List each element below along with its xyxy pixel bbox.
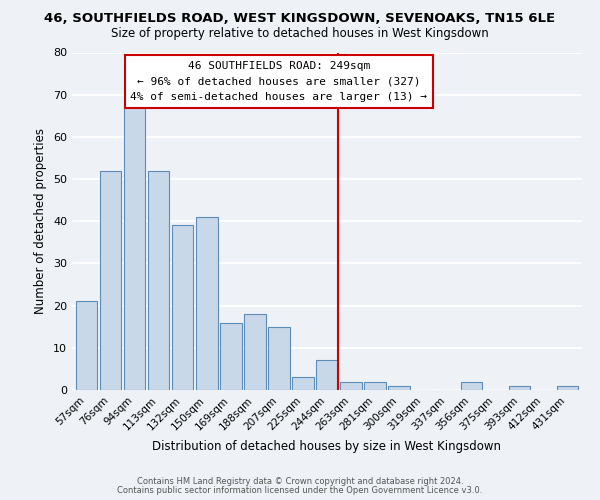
- Bar: [196, 217, 218, 390]
- Bar: [148, 170, 169, 390]
- Text: 46, SOUTHFIELDS ROAD, WEST KINGSDOWN, SEVENOAKS, TN15 6LE: 46, SOUTHFIELDS ROAD, WEST KINGSDOWN, SE…: [44, 12, 556, 26]
- Bar: [388, 386, 410, 390]
- Text: Contains HM Land Registry data © Crown copyright and database right 2024.: Contains HM Land Registry data © Crown c…: [137, 477, 463, 486]
- Bar: [100, 170, 121, 390]
- Bar: [340, 382, 362, 390]
- Bar: [220, 322, 242, 390]
- Y-axis label: Number of detached properties: Number of detached properties: [34, 128, 47, 314]
- Text: Contains public sector information licensed under the Open Government Licence v3: Contains public sector information licen…: [118, 486, 482, 495]
- Bar: [244, 314, 266, 390]
- Text: 46 SOUTHFIELDS ROAD: 249sqm
← 96% of detached houses are smaller (327)
4% of sem: 46 SOUTHFIELDS ROAD: 249sqm ← 96% of det…: [130, 61, 427, 102]
- Bar: [509, 386, 530, 390]
- Bar: [364, 382, 386, 390]
- Bar: [76, 302, 97, 390]
- Bar: [292, 378, 314, 390]
- Bar: [268, 326, 290, 390]
- Bar: [316, 360, 338, 390]
- Bar: [172, 226, 193, 390]
- Bar: [461, 382, 482, 390]
- Bar: [557, 386, 578, 390]
- Bar: [124, 108, 145, 390]
- X-axis label: Distribution of detached houses by size in West Kingsdown: Distribution of detached houses by size …: [152, 440, 502, 453]
- Text: Size of property relative to detached houses in West Kingsdown: Size of property relative to detached ho…: [111, 28, 489, 40]
